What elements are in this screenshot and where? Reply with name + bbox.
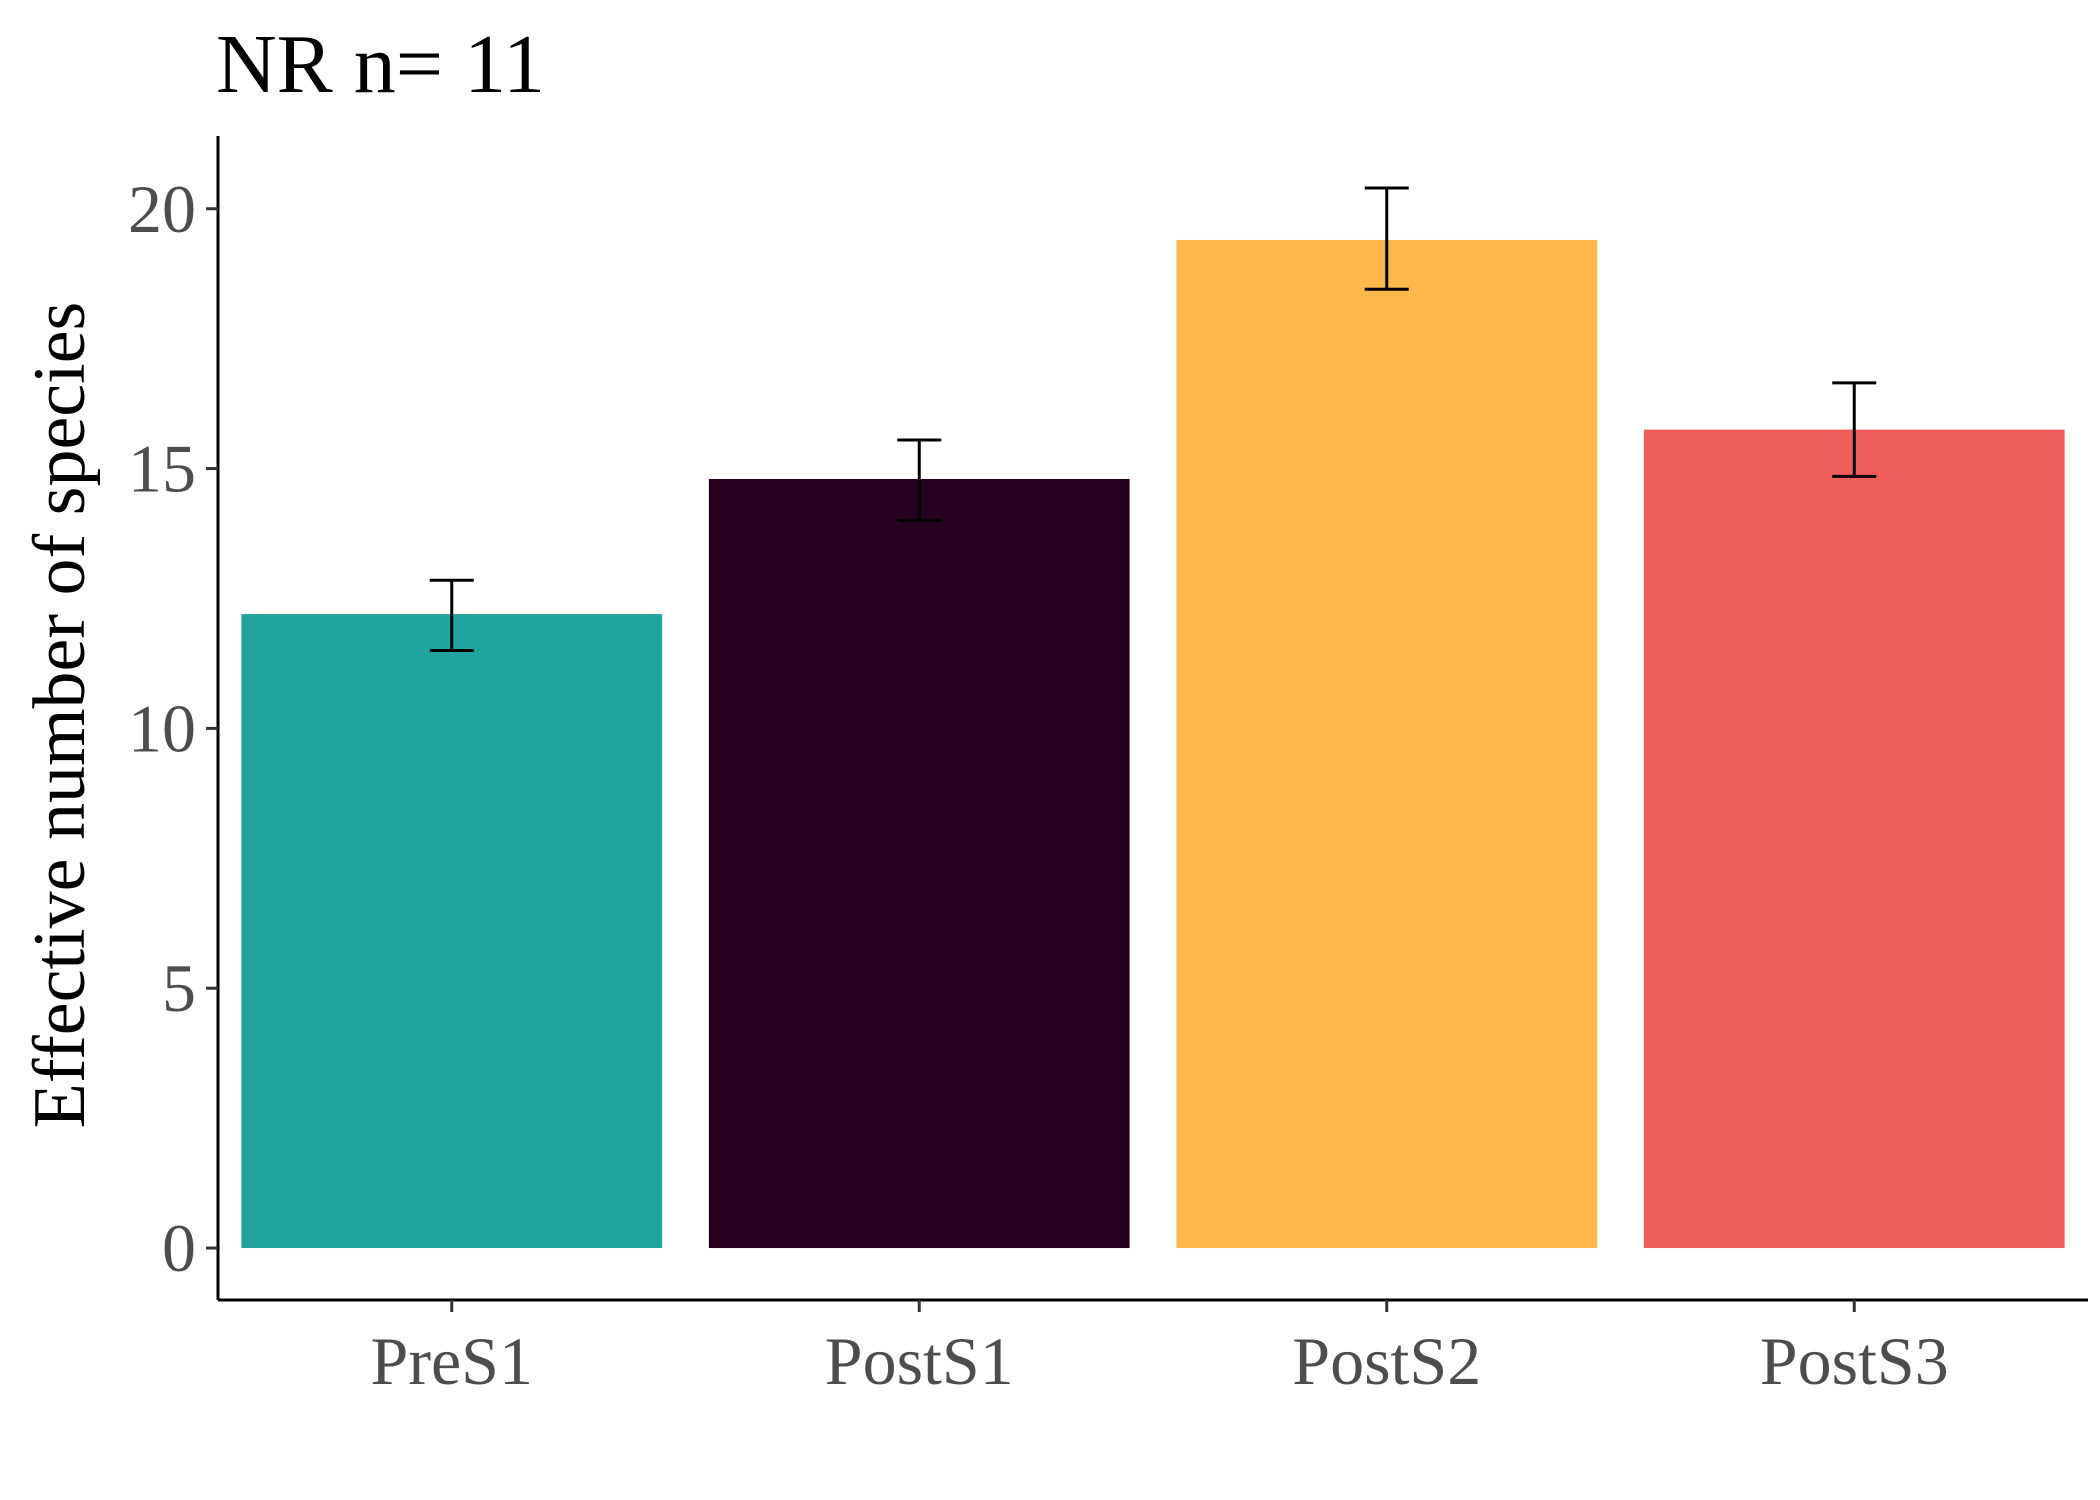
bar-posts1 [708, 478, 1130, 1249]
y-tick-label: 5 [162, 950, 196, 1026]
x-tick-label-pres1: PreS1 [371, 1323, 533, 1399]
y-axis-label: Effective number of species [19, 302, 101, 1129]
bar-posts2 [1176, 239, 1598, 1249]
x-axis: PreS1 PostS1 PostS2 PostS3 [218, 1298, 2088, 1399]
bar-posts3 [1643, 429, 2065, 1249]
y-axis: 0 5 10 15 20 [128, 136, 220, 1300]
chart-title: NR n= 11 [216, 18, 545, 111]
x-tick-label-posts1: PostS1 [825, 1323, 1014, 1399]
bar-pres1 [241, 614, 663, 1249]
error-bars-group [429, 186, 1877, 652]
x-tick-label-posts3: PostS3 [1760, 1323, 1949, 1399]
bars-group [241, 239, 2065, 1249]
x-tick-label-posts2: PostS2 [1292, 1323, 1481, 1399]
y-tick-label: 20 [128, 171, 196, 247]
y-tick-label: 15 [128, 431, 196, 507]
y-tick-label: 0 [162, 1210, 196, 1286]
y-tick-label: 10 [128, 690, 196, 766]
